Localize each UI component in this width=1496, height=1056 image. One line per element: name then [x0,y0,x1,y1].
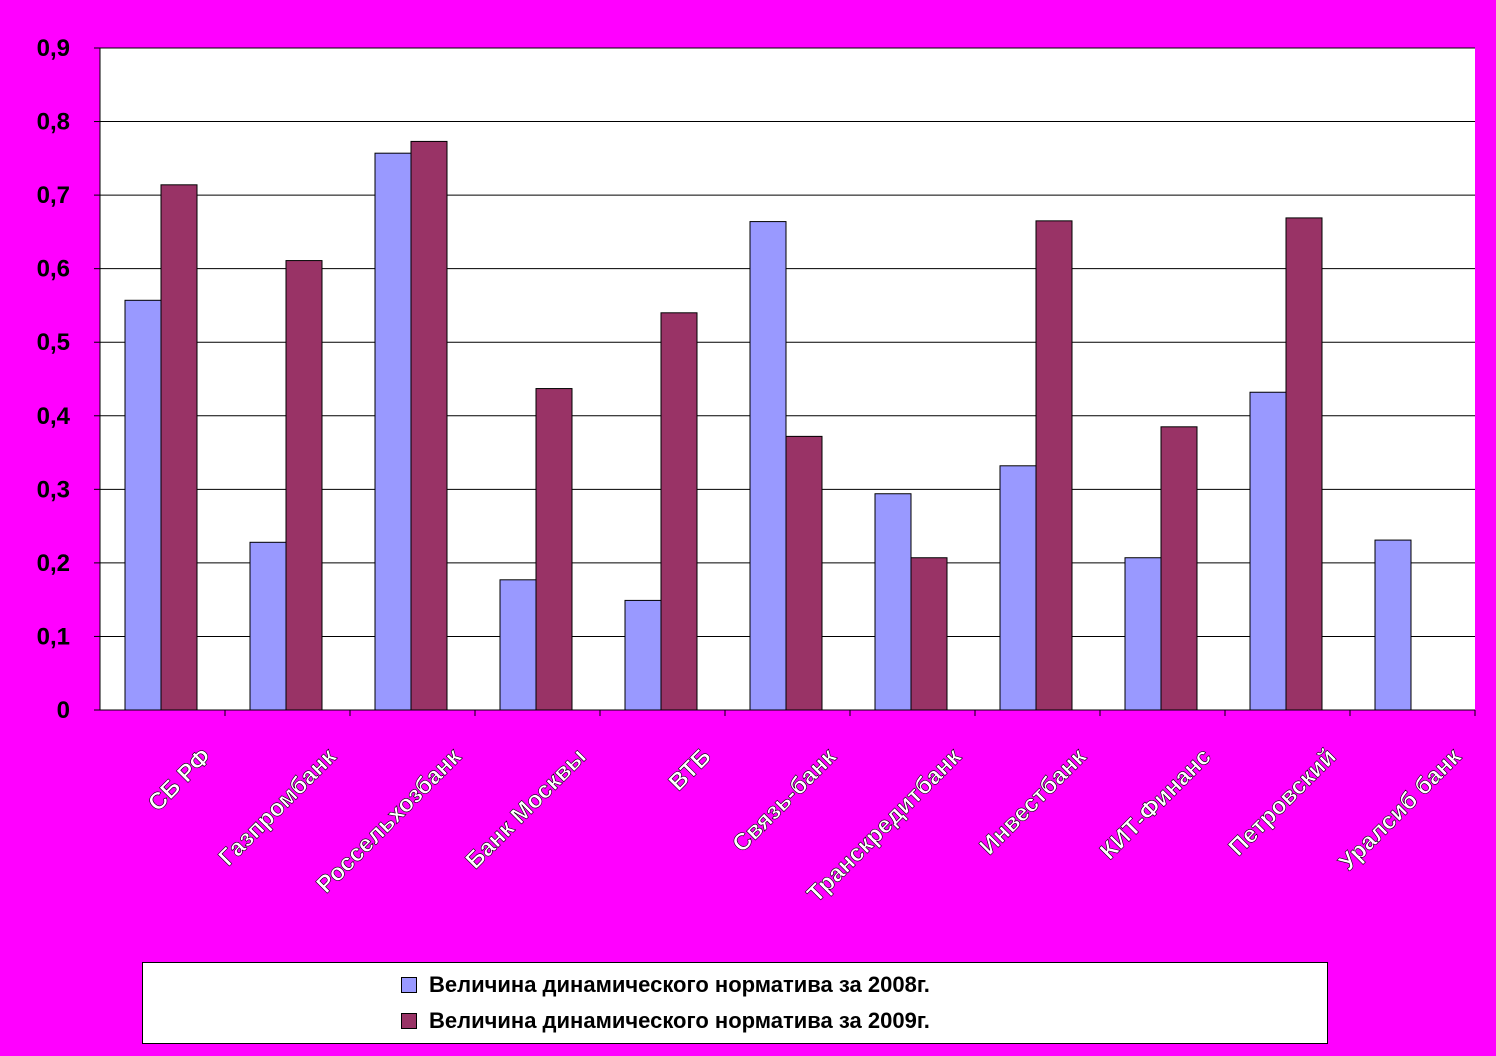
bar [124,299,162,711]
x-tick-label: Уралсиб банк [1334,742,1468,876]
bar [999,465,1037,711]
x-tick-label: Связь-банк [727,742,842,857]
y-tick-label: 0,1 [37,623,70,650]
bar [1124,557,1162,711]
legend-item-2008: Величина динамического норматива за 2008… [401,971,930,999]
bar [1035,220,1073,711]
bar [535,388,573,711]
legend-label-2009: Величина динамического норматива за 2009… [429,1008,930,1033]
y-tick-label: 0,8 [37,109,70,136]
y-tick-label: 0,4 [37,403,71,430]
bar [1374,539,1412,711]
bar [410,140,448,711]
y-tick-label: 0,5 [37,329,70,356]
x-tick-label: Газпромбанк [213,742,342,871]
bar [1160,426,1198,711]
x-tick-label: Петровский [1223,743,1341,861]
bar [499,579,537,711]
legend-swatch-2009 [401,1013,417,1029]
x-tick-label: Банк Москвы [460,743,591,874]
legend: Величина динамического норматива за 2008… [142,962,1328,1044]
x-tick-label: Инвестбанк [974,742,1092,860]
bar [1285,217,1323,711]
y-tick-label: 0,2 [37,550,70,577]
y-tick-label: 0 [57,697,70,724]
bar [874,493,912,711]
x-tick-label: СБ РФ [143,743,217,817]
legend-swatch-2008 [401,977,417,993]
x-tick-label: ВТБ [663,743,716,796]
x-tick-label: КИТ-Финанс [1095,743,1217,865]
bar [749,221,787,711]
y-tick-label: 0,7 [37,182,70,209]
bar [249,541,287,711]
legend-label-2008: Величина динамического норматива за 2008… [429,972,930,997]
chart-svg: 0 0,1 0,2 0,3 0,4 0,5 0,6 0,7 0,8 0,9 СБ РФГазпром… [37,35,1476,908]
bar [660,312,698,711]
bar [785,435,823,711]
bar [285,260,323,711]
bar [910,557,948,711]
y-tick-label: 0,9 [37,35,70,62]
bar [1249,391,1287,711]
y-tick-label: 0,6 [37,256,70,283]
y-tick-label: 0,3 [37,476,70,503]
legend-item-2009: Величина динамического норматива за 2009… [401,1007,930,1035]
bar [624,599,662,711]
bar [374,152,412,711]
bar [160,184,198,711]
